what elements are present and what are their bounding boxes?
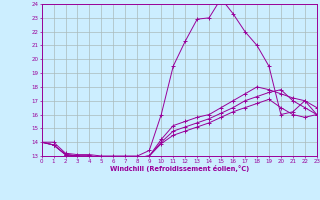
X-axis label: Windchill (Refroidissement éolien,°C): Windchill (Refroidissement éolien,°C) [109, 165, 249, 172]
